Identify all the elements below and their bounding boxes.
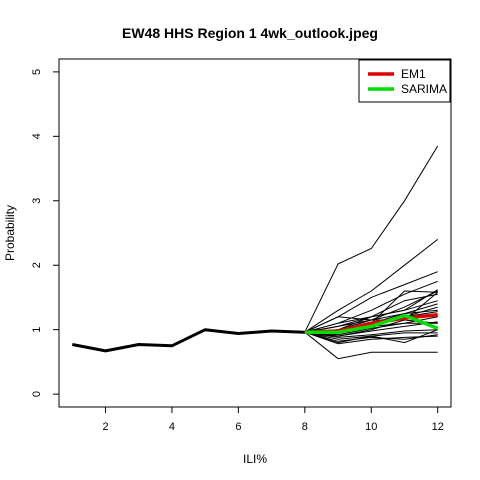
ensemble-line: [304, 329, 438, 344]
y-tick-label: 5: [31, 69, 43, 75]
y-tick-label: 4: [31, 133, 43, 139]
ensemble-line: [304, 331, 438, 360]
x-tick-label: 10: [365, 421, 377, 433]
x-tick-label: 12: [432, 421, 444, 433]
legend-label-em1: EM1: [401, 67, 426, 81]
x-tick-label: 4: [169, 421, 175, 433]
chart-title: EW48 HHS Region 1 4wk_outlook.jpeg: [122, 25, 378, 41]
y-tick-label: 1: [31, 327, 43, 333]
x-tick-label: 2: [102, 421, 108, 433]
ensemble-line: [304, 291, 439, 337]
y-tick-label: 0: [31, 391, 43, 397]
x-tick-label: 8: [302, 421, 308, 433]
legend-box: [358, 59, 451, 103]
ensemble-line: [304, 329, 438, 338]
x-tick-label: 6: [235, 421, 241, 433]
legend-label-sarima: SARIMA: [401, 82, 447, 96]
y-tick-label: 3: [31, 198, 43, 204]
history-line: [72, 328, 305, 353]
model-series: [304, 313, 439, 334]
ensemble-lines: [304, 145, 439, 360]
series-line-sarima: [304, 313, 439, 334]
ensemble-line: [304, 145, 439, 333]
history-series: [72, 328, 305, 353]
ensemble-line: [304, 331, 438, 345]
y-axis-label: Probability: [3, 205, 17, 261]
plot-frame: [58, 58, 452, 408]
y-tick-label: 2: [31, 262, 43, 268]
ensemble-line: [304, 239, 439, 333]
x-axis-label: ILI%: [243, 452, 267, 466]
